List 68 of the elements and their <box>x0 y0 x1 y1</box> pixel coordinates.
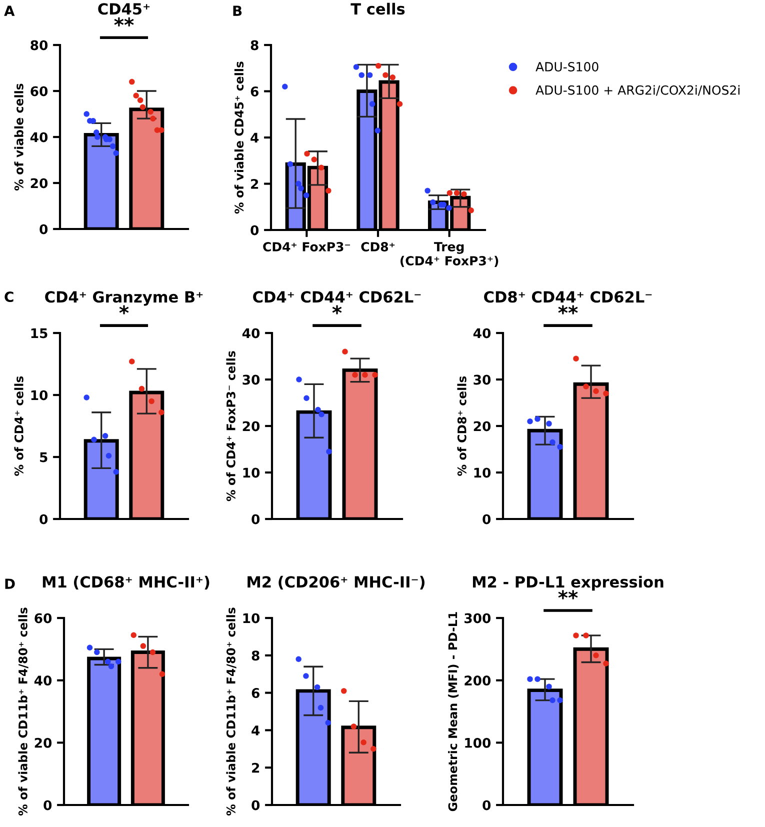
y-tick-label: 6 <box>252 688 260 698</box>
text: * <box>119 305 129 314</box>
chart-title: CD4⁺ Granzyme B⁺ <box>45 291 203 306</box>
text: * <box>332 305 342 314</box>
text: ** <box>558 590 578 600</box>
y-tick-label: 10 <box>243 468 260 478</box>
y-tick-label: 0 <box>252 800 260 810</box>
y-tick-label: 0 <box>40 224 48 234</box>
y-tick-label: 10 <box>474 468 491 478</box>
chart-title: CD45⁺ <box>98 3 150 15</box>
y-tick-label: 300 <box>464 613 491 624</box>
y-tick-label: 40 <box>242 328 260 338</box>
y-tick-label: 20 <box>242 421 260 432</box>
y-tick-label: 80 <box>30 40 48 50</box>
text: D <box>5 578 15 589</box>
chart-title: M1 (CD68⁺ MHC-II⁺) <box>42 576 210 590</box>
y-tick-label: 20 <box>30 178 48 188</box>
chart-title: CD8⁺ CD44⁺ CD62L⁻ <box>484 291 652 303</box>
y-tick-label: 0 <box>252 514 260 524</box>
legend-label: ADU-S100 <box>536 62 598 72</box>
y-tick-label: 4 <box>250 132 259 143</box>
y-tick-label: 15 <box>31 328 48 338</box>
y-tick-label: 100 <box>465 738 491 748</box>
y-axis-title: % of viable CD45⁺ cells <box>234 62 244 214</box>
text: B <box>233 6 242 16</box>
y-tick-label: 8 <box>250 40 258 50</box>
x-tick-label: Treg (CD4⁺ FoxP3⁺) <box>400 242 498 267</box>
chart-title: M2 (CD206⁺ MHC-II⁻) <box>248 576 424 590</box>
y-tick-label: 0 <box>482 514 491 524</box>
y-tick-label: 40 <box>30 132 48 142</box>
y-tick-label: 60 <box>30 86 48 96</box>
x-tick-label: CD4⁺ FoxP3⁻ <box>263 242 350 252</box>
y-tick-label: 0 <box>482 800 491 810</box>
y-tick-label: 10 <box>243 613 260 624</box>
text: ** <box>558 305 578 314</box>
y-tick-label: 8 <box>252 650 260 661</box>
y-axis-title: % of CD4⁺ FoxP3⁻ cells <box>226 351 236 502</box>
y-tick-label: 4 <box>252 726 260 736</box>
legend-label: ADU-S100 + ARG2i/COX2i/NOS2i <box>536 85 740 96</box>
y-axis-title: Geometric Mean (MFI) - PD-L1 <box>448 612 459 812</box>
y-axis-title: % of viable cells <box>14 84 24 190</box>
y-tick-label: 10 <box>31 390 48 400</box>
y-tick-label: 2 <box>251 178 258 189</box>
y-tick-label: 6 <box>250 86 258 96</box>
y-tick-label: 40 <box>473 328 491 338</box>
chart-title: T cells <box>350 2 405 15</box>
y-tick-label: 5 <box>40 452 48 462</box>
y-axis-title: % of viable CD11b⁺ F4/80⁺ cells <box>226 608 236 816</box>
x-tick-label: CD8⁺ <box>361 242 395 252</box>
y-tick-label: 60 <box>34 613 52 624</box>
y-axis-title: % of CD8⁺ cells <box>457 376 466 476</box>
chart-title: CD4⁺ CD44⁺ CD62L⁻ <box>253 291 421 303</box>
y-tick-label: 0 <box>40 514 48 524</box>
y-axis-title: % of viable CD11b⁺ F4/80⁺ cells <box>18 608 28 816</box>
chart-title: M2 - PD-L1 expression <box>472 576 664 591</box>
text: ** <box>114 17 134 26</box>
y-tick-label: 30 <box>474 374 491 385</box>
y-tick-label: 20 <box>34 738 52 748</box>
y-tick-label: 0 <box>44 800 52 810</box>
text: A <box>4 6 15 16</box>
y-tick-label: 0 <box>250 225 259 236</box>
y-tick-label: 20 <box>474 421 491 432</box>
y-axis-title: % of CD4⁺ cells <box>14 376 24 476</box>
y-tick-label: 2 <box>252 762 260 773</box>
y-tick-label: 200 <box>464 676 491 686</box>
text: C <box>4 292 14 302</box>
y-tick-label: 30 <box>242 374 260 385</box>
y-tick-label: 40 <box>34 676 52 686</box>
